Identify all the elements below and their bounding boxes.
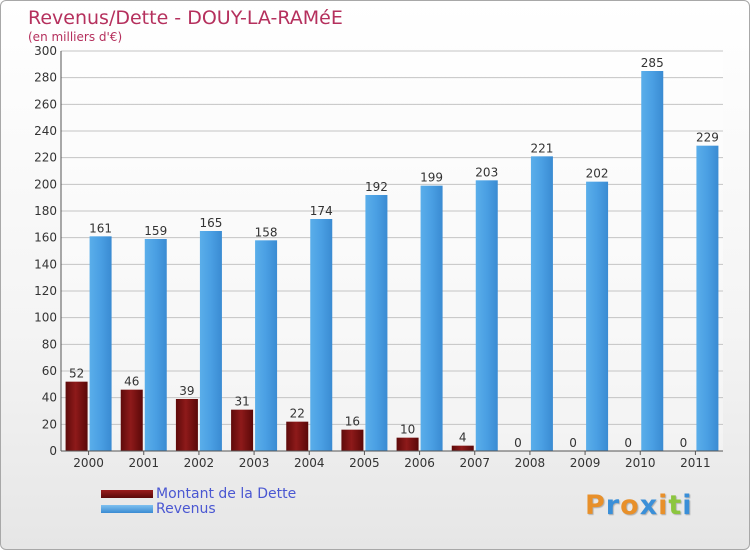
debt-bar xyxy=(286,421,309,451)
x-tick-label: 2002 xyxy=(184,456,215,470)
debt-data-label: 0 xyxy=(624,436,632,450)
debt-data-label: 4 xyxy=(459,431,467,445)
debt-data-label: 0 xyxy=(569,436,577,450)
y-tick-label: 240 xyxy=(34,124,57,138)
revenue-bar xyxy=(530,156,553,452)
y-tick-label: 160 xyxy=(34,231,57,245)
revenue-data-label: 159 xyxy=(144,224,167,238)
y-tick-label: 300 xyxy=(34,44,57,58)
y-tick-label: 200 xyxy=(34,177,57,191)
legend-label-debt: Montant de la Dette xyxy=(156,486,297,502)
debt-data-label: 52 xyxy=(69,367,84,381)
revenue-bar xyxy=(586,181,609,451)
revenue-bar xyxy=(475,180,498,452)
y-tick-label: 60 xyxy=(42,364,57,378)
revenue-bar xyxy=(199,231,222,451)
revenue-bar xyxy=(641,71,664,451)
logo-letter: i xyxy=(658,490,669,521)
debt-data-label: 46 xyxy=(124,375,139,389)
revenue-bar xyxy=(365,195,388,451)
revenue-bar xyxy=(255,240,278,451)
debt-data-label: 31 xyxy=(234,395,249,409)
revenue-data-label: 199 xyxy=(420,171,443,185)
logo-letter: r xyxy=(605,490,621,521)
revenue-data-label: 158 xyxy=(255,225,278,239)
proxiti-logo: Proxiti xyxy=(585,490,693,521)
logo-letter: x xyxy=(639,490,659,521)
revenue-data-label: 229 xyxy=(696,131,719,145)
y-tick-label: 80 xyxy=(42,337,57,351)
debt-bar xyxy=(231,409,254,451)
debt-bar xyxy=(451,445,474,451)
revenue-data-label: 203 xyxy=(475,165,498,179)
logo-letter: P xyxy=(585,490,606,521)
y-tick-label: 180 xyxy=(34,204,57,218)
y-tick-label: 40 xyxy=(42,391,57,405)
x-tick-label: 2008 xyxy=(515,456,546,470)
revenue-data-label: 221 xyxy=(530,141,553,155)
x-tick-label: 2004 xyxy=(294,456,325,470)
debt-data-label: 22 xyxy=(290,407,305,421)
y-tick-label: 100 xyxy=(34,311,57,325)
debt-bar xyxy=(65,381,88,451)
chart-subtitle: (en milliers d'€) xyxy=(28,30,123,44)
revenue-bar xyxy=(696,145,719,451)
revenue-data-label: 161 xyxy=(89,221,112,235)
revenue-bar xyxy=(89,236,112,451)
debt-bar xyxy=(120,389,143,451)
revenue-bar xyxy=(144,239,167,451)
revenue-data-label: 174 xyxy=(310,204,333,218)
revenue-bar xyxy=(310,219,333,451)
y-tick-label: 0 xyxy=(49,444,57,458)
revenue-data-label: 285 xyxy=(641,56,664,70)
revenue-data-label: 165 xyxy=(199,216,222,230)
debt-data-label: 39 xyxy=(179,384,194,398)
legend-swatch-debt xyxy=(101,490,153,498)
revenue-data-label: 192 xyxy=(365,180,388,194)
plot-area xyxy=(61,51,723,451)
logo-letter: t xyxy=(668,490,683,521)
x-tick-label: 2001 xyxy=(128,456,159,470)
debt-bar xyxy=(396,437,419,451)
debt-data-label: 16 xyxy=(345,415,360,429)
chart-title: Revenus/Dette - DOUY-LA-RAMéE xyxy=(28,7,343,29)
revenue-data-label: 202 xyxy=(586,167,609,181)
y-tick-label: 120 xyxy=(34,284,57,298)
x-tick-label: 2009 xyxy=(570,456,601,470)
x-tick-label: 2007 xyxy=(459,456,490,470)
legend-label-revenue: Revenus xyxy=(156,501,216,517)
y-tick-label: 140 xyxy=(34,257,57,271)
debt-bar xyxy=(175,399,198,451)
x-tick-label: 2010 xyxy=(625,456,656,470)
debt-data-label: 10 xyxy=(400,423,415,437)
debt-data-label: 0 xyxy=(680,436,688,450)
y-tick-label: 280 xyxy=(34,71,57,85)
revenue-bar xyxy=(420,185,443,451)
x-tick-label: 2006 xyxy=(404,456,435,470)
x-tick-label: 2005 xyxy=(349,456,380,470)
logo-letter: i xyxy=(682,490,693,521)
x-tick-label: 2011 xyxy=(680,456,711,470)
debt-data-label: 0 xyxy=(514,436,522,450)
x-tick-label: 2003 xyxy=(239,456,270,470)
y-tick-label: 220 xyxy=(34,151,57,165)
debt-bar xyxy=(341,429,364,451)
y-tick-label: 20 xyxy=(42,417,57,431)
legend-swatch-revenue xyxy=(101,505,153,513)
y-tick-label: 260 xyxy=(34,97,57,111)
logo-letter: o xyxy=(620,490,640,521)
x-tick-label: 2000 xyxy=(73,456,104,470)
